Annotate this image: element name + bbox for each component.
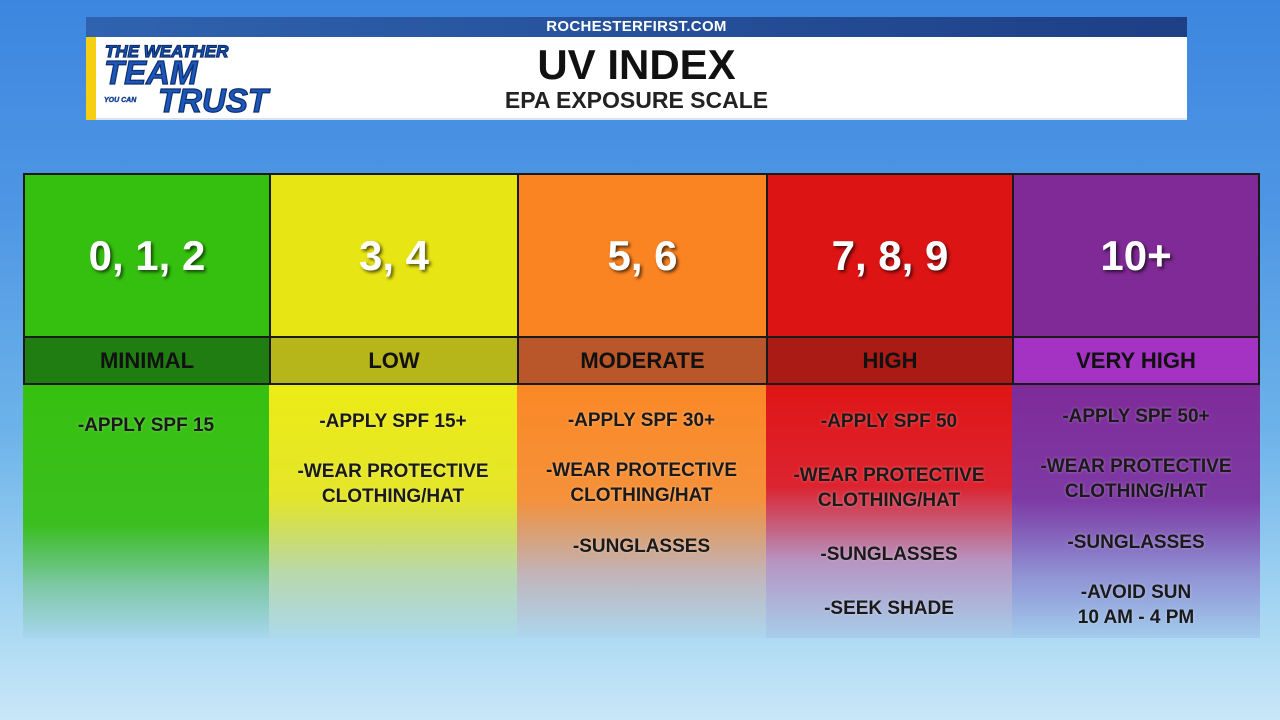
- uv-range-minimal: 0, 1, 2: [25, 175, 269, 338]
- uv-column-low: 3, 4 LOW: [271, 175, 519, 383]
- advice-item: -APPLY SPF 50: [766, 409, 1012, 434]
- uv-level-low: LOW: [271, 338, 517, 383]
- advice-item: -APPLY SPF 15: [23, 413, 269, 438]
- uv-range-moderate: 5, 6: [519, 175, 766, 338]
- advice-panel-moderate: -APPLY SPF 30+ -WEAR PROTECTIVE CLOTHING…: [517, 385, 766, 638]
- advice-item: -APPLY SPF 30+: [517, 408, 766, 433]
- advice-item: -WEAR PROTECTIVE CLOTHING/HAT: [269, 459, 517, 509]
- uv-level-moderate: MODERATE: [519, 338, 766, 383]
- uv-range-very-high: 10+: [1014, 175, 1258, 338]
- advice-item: -SEEK SHADE: [766, 596, 1012, 621]
- advice-item: -SUNGLASSES: [1012, 530, 1260, 555]
- uv-range-high: 7, 8, 9: [768, 175, 1012, 338]
- uv-column-very-high: 10+ VERY HIGH: [1014, 175, 1258, 383]
- advice-item: -SUNGLASSES: [766, 542, 1012, 567]
- logo-line-trust: TRUST: [158, 82, 271, 114]
- uv-index-table: 0, 1, 2 MINIMAL 3, 4 LOW 5, 6 MODERATE 7…: [23, 173, 1260, 385]
- advice-panel-very-high: -APPLY SPF 50+ -WEAR PROTECTIVE CLOTHING…: [1012, 385, 1260, 638]
- advice-panel-high: -APPLY SPF 50 -WEAR PROTECTIVE CLOTHING/…: [766, 385, 1012, 638]
- uv-range-low: 3, 4: [271, 175, 517, 338]
- uv-column-minimal: 0, 1, 2 MINIMAL: [25, 175, 271, 383]
- advice-item: -WEAR PROTECTIVE CLOTHING/HAT: [766, 463, 1012, 513]
- advice-item: -WEAR PROTECTIVE CLOTHING/HAT: [517, 458, 766, 508]
- advice-panel-minimal: -APPLY SPF 15: [23, 385, 269, 638]
- advice-item: -AVOID SUN 10 AM - 4 PM: [1012, 580, 1260, 630]
- weather-team-logo: THE WEATHER TEAM YOU CAN TRUST: [102, 42, 307, 114]
- uv-level-high: HIGH: [768, 338, 1012, 383]
- advice-item: -SUNGLASSES: [517, 534, 766, 559]
- uv-level-minimal: MINIMAL: [25, 338, 269, 383]
- uv-column-high: 7, 8, 9 HIGH: [768, 175, 1014, 383]
- uv-level-very-high: VERY HIGH: [1014, 338, 1258, 383]
- advice-item: -WEAR PROTECTIVE CLOTHING/HAT: [1012, 454, 1260, 504]
- website-url: ROCHESTERFIRST.COM: [86, 17, 1187, 37]
- uv-column-moderate: 5, 6 MODERATE: [519, 175, 768, 383]
- advice-panel-low: -APPLY SPF 15+ -WEAR PROTECTIVE CLOTHING…: [269, 385, 517, 638]
- advice-item: -APPLY SPF 50+: [1012, 404, 1260, 429]
- logo-line-you-can: YOU CAN: [104, 97, 137, 104]
- advice-item: -APPLY SPF 15+: [269, 409, 517, 434]
- header-url-bar: ROCHESTERFIRST.COM: [86, 17, 1187, 37]
